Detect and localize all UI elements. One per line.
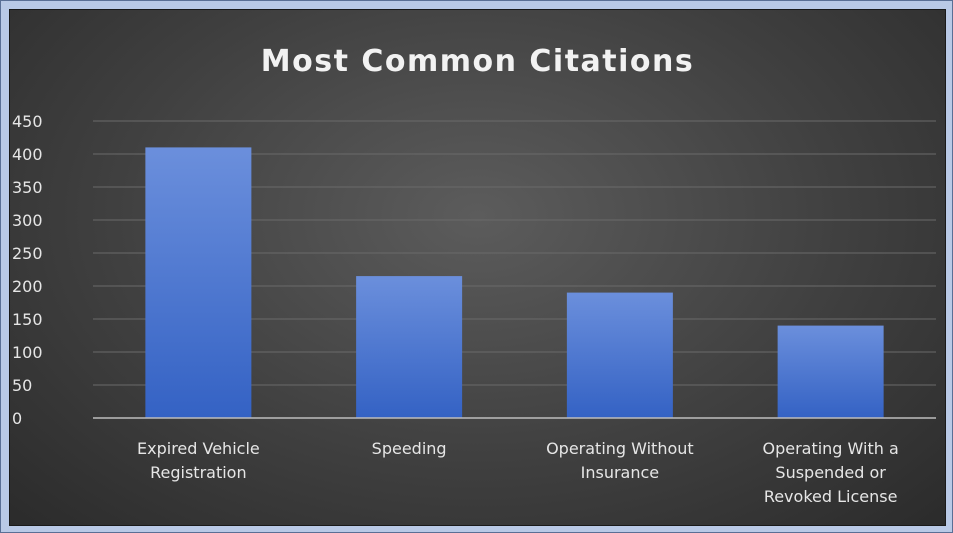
- y-tick-label: 450: [12, 112, 43, 131]
- x-tick-label: Expired Vehicle Registration: [137, 439, 260, 482]
- y-tick-label: 250: [12, 244, 43, 263]
- x-tick-label: Operating With a Suspended or Revoked Lice…: [762, 439, 898, 506]
- x-axis: Expired Vehicle Registration Speeding Opera…: [93, 417, 936, 506]
- bar: [566, 292, 673, 418]
- y-tick-label: 350: [12, 178, 43, 197]
- y-tick-label: 300: [12, 211, 43, 230]
- bar: [356, 276, 463, 418]
- y-tick-label: 150: [12, 310, 43, 329]
- bar-chart: 0 50 100 150 200 250 300 350 400 450 Expired Vehi…: [12, 112, 936, 506]
- y-tick-label: 50: [12, 376, 32, 395]
- bars: [145, 147, 884, 418]
- x-tick-label: Operating Without Insurance: [546, 439, 694, 482]
- x-tick-label: Speeding: [372, 439, 447, 458]
- y-tick-label: 0: [12, 409, 22, 428]
- chart-area: Most Common Citations 0 50 100 150 200 250 300…: [9, 9, 946, 526]
- y-tick-label: 400: [12, 145, 43, 164]
- y-tick-label: 100: [12, 343, 43, 362]
- bar: [777, 325, 884, 418]
- y-axis: 0 50 100 150 200 250 300 350 400 450: [12, 112, 43, 428]
- chart-title: Most Common Citations: [260, 44, 695, 79]
- y-tick-label: 200: [12, 277, 43, 296]
- bar: [145, 147, 252, 418]
